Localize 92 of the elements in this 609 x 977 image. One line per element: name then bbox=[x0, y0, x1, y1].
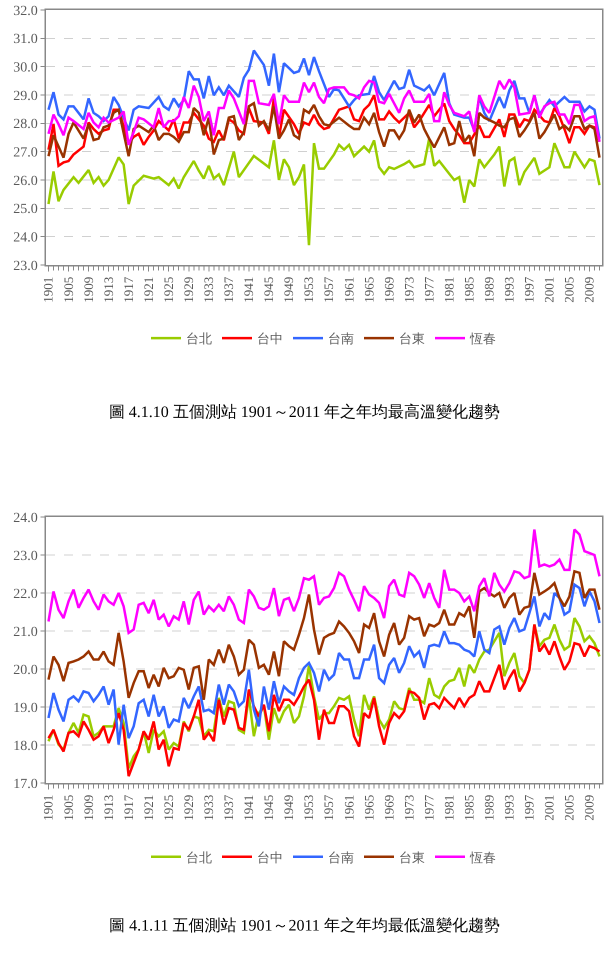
x-tick-label: 1945 bbox=[261, 276, 276, 303]
legend-label: 台北 bbox=[186, 850, 212, 865]
x-tick-label: 1909 bbox=[80, 276, 96, 303]
x-tick-label: 2009 bbox=[582, 794, 597, 821]
x-tick-label: 1961 bbox=[341, 794, 356, 821]
line-series bbox=[47, 102, 601, 159]
y-tick-label: 23.0 bbox=[13, 258, 38, 274]
x-tick-label: 1941 bbox=[241, 794, 256, 821]
y-tick-label: 19.0 bbox=[13, 700, 38, 716]
line-series bbox=[47, 78, 601, 146]
x-tick-label: 1949 bbox=[281, 794, 296, 821]
x-tick-label: 1937 bbox=[221, 794, 236, 821]
y-tick-label: 25.0 bbox=[13, 202, 38, 218]
x-tick-label: 1981 bbox=[441, 276, 456, 303]
x-tick-label: 1921 bbox=[140, 794, 156, 821]
x-tick-label: 1925 bbox=[160, 276, 176, 303]
y-tick-label: 20.0 bbox=[13, 662, 38, 678]
y-tick-label: 28.0 bbox=[13, 117, 38, 132]
legend-label: 台南 bbox=[328, 850, 354, 865]
text: 圖 4.1.11 五個測站 1901～2011 年之年均最低溫變化趨勢 bbox=[109, 916, 500, 934]
x-tick-label: 1993 bbox=[502, 794, 517, 821]
x-tick-label: 1997 bbox=[522, 794, 537, 821]
line-series bbox=[47, 570, 601, 702]
x-tick-label: 1905 bbox=[60, 794, 76, 821]
legend-label: 台東 bbox=[399, 850, 425, 865]
y-tick-label: 24.0 bbox=[13, 230, 38, 246]
x-tick-label: 1957 bbox=[321, 794, 336, 821]
x-tick-label: 1977 bbox=[421, 794, 436, 821]
x-tick-label: 1977 bbox=[421, 276, 436, 303]
y-tick-label: 26.0 bbox=[13, 174, 38, 189]
x-tick-label: 1917 bbox=[120, 276, 136, 303]
legend-label: 台南 bbox=[328, 331, 354, 346]
legend-label: 恆春 bbox=[469, 331, 496, 346]
y-tick-label: 21.0 bbox=[13, 624, 38, 640]
x-tick-label: 1965 bbox=[361, 276, 376, 303]
legend-label: 恆春 bbox=[469, 850, 496, 865]
y-tick-label: 30.0 bbox=[13, 60, 38, 76]
x-tick-label: 1969 bbox=[381, 794, 396, 821]
x-tick-label: 1909 bbox=[80, 794, 96, 821]
x-tick-label: 1985 bbox=[461, 276, 476, 303]
x-tick-label: 1953 bbox=[301, 794, 316, 821]
x-tick-label: 1961 bbox=[341, 276, 356, 303]
x-tick-label: 1981 bbox=[441, 794, 456, 821]
y-tick-label: 22.0 bbox=[13, 586, 38, 602]
x-tick-label: 2001 bbox=[542, 794, 557, 821]
x-tick-label: 1953 bbox=[301, 276, 316, 303]
x-tick-label: 1913 bbox=[100, 276, 116, 303]
x-tick-label: 1901 bbox=[40, 276, 56, 303]
line-series bbox=[47, 583, 601, 746]
x-tick-label: 1921 bbox=[140, 276, 156, 303]
x-tick-label: 1929 bbox=[180, 276, 196, 303]
x-tick-label: 1965 bbox=[361, 794, 376, 821]
legend-label: 台東 bbox=[399, 331, 425, 346]
text: 圖 4.1.10 五個測站 1901～2011 年之年均最高溫變化趨勢 bbox=[108, 403, 500, 422]
x-tick-label: 2009 bbox=[582, 276, 597, 303]
y-tick-label: 17.0 bbox=[13, 776, 38, 792]
y-tick-label: 32.0 bbox=[13, 4, 38, 19]
x-tick-label: 1973 bbox=[401, 794, 416, 821]
x-tick-label: 1925 bbox=[160, 794, 176, 821]
y-tick-label: 23.0 bbox=[13, 548, 38, 564]
line-series bbox=[47, 528, 601, 634]
x-tick-label: 2005 bbox=[562, 276, 577, 303]
line-series bbox=[47, 137, 601, 246]
x-tick-label: 1989 bbox=[482, 276, 497, 303]
x-tick-label: 1993 bbox=[502, 276, 517, 303]
x-tick-label: 1973 bbox=[401, 276, 416, 303]
legend-label: 台中 bbox=[257, 850, 283, 865]
x-tick-label: 1969 bbox=[381, 276, 396, 303]
x-tick-label: 1957 bbox=[321, 276, 336, 303]
y-tick-label: 27.0 bbox=[13, 146, 38, 161]
x-tick-label: 1905 bbox=[60, 276, 76, 303]
y-tick-label: 18.0 bbox=[13, 738, 38, 754]
x-tick-label: 1929 bbox=[180, 794, 196, 821]
x-tick-label: 1949 bbox=[281, 276, 296, 303]
legend-label: 台北 bbox=[186, 331, 212, 346]
x-tick-label: 1945 bbox=[261, 794, 276, 821]
y-tick-label: 24.0 bbox=[13, 510, 38, 526]
x-tick-label: 1937 bbox=[221, 276, 236, 303]
x-tick-label: 1941 bbox=[241, 276, 256, 303]
x-tick-label: 1985 bbox=[461, 794, 476, 821]
x-tick-label: 1913 bbox=[100, 794, 116, 821]
x-tick-label: 1933 bbox=[201, 794, 216, 821]
x-tick-label: 2001 bbox=[542, 276, 557, 303]
x-tick-label: 2005 bbox=[562, 794, 577, 821]
x-tick-label: 1933 bbox=[201, 276, 216, 303]
x-tick-label: 1901 bbox=[40, 794, 56, 821]
x-tick-label: 1917 bbox=[120, 794, 136, 821]
legend-label: 台中 bbox=[257, 331, 283, 346]
x-tick-label: 1989 bbox=[482, 794, 497, 821]
y-tick-label: 29.0 bbox=[13, 88, 38, 104]
x-tick-label: 1997 bbox=[522, 276, 537, 303]
y-tick-label: 31.0 bbox=[13, 32, 38, 48]
